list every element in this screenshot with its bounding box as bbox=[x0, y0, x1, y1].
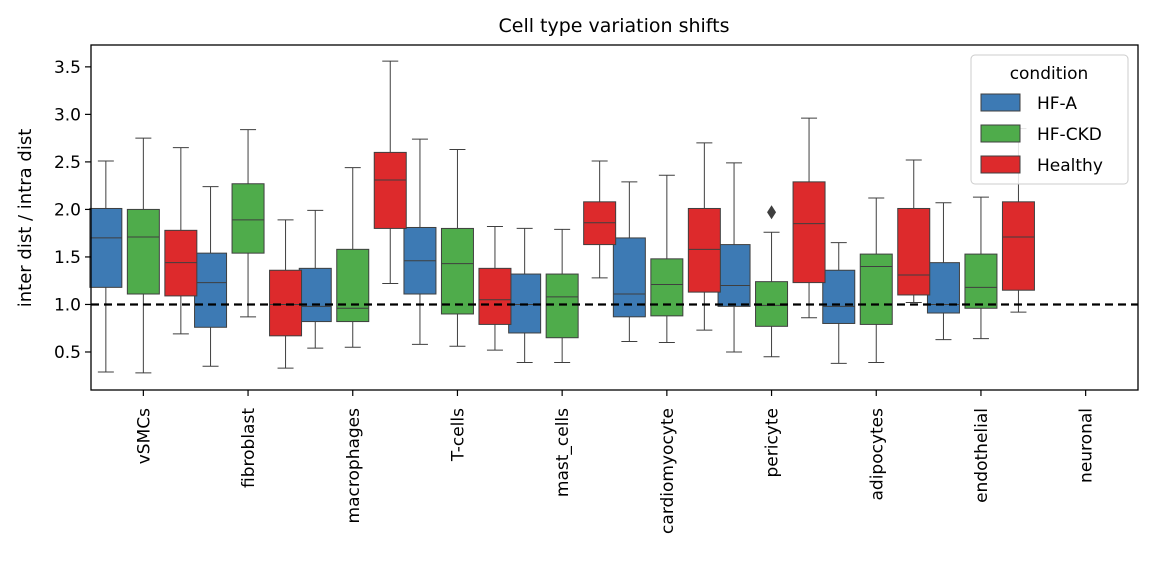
box-body bbox=[336, 248, 370, 323]
box-body bbox=[89, 207, 123, 288]
box-HF-CKD-macrophages bbox=[336, 167, 370, 348]
box-body bbox=[194, 252, 228, 328]
box-HF-CKD-vSMCs bbox=[126, 137, 160, 374]
box-HF-A-macrophages bbox=[298, 209, 332, 349]
box-HF-CKD-adipocytes bbox=[859, 197, 893, 363]
y-tick-label: 2.0 bbox=[54, 200, 81, 220]
box-Healthy-adipocytes bbox=[897, 159, 931, 304]
box-body bbox=[440, 227, 474, 315]
box-HF-A-mast_cells bbox=[508, 227, 542, 363]
box-HF-CKD-T-cells bbox=[440, 149, 474, 347]
box-body bbox=[373, 151, 407, 229]
legend-swatch bbox=[980, 155, 1021, 174]
box-body bbox=[478, 267, 512, 325]
box-Healthy-mast_cells bbox=[583, 160, 617, 279]
box-body bbox=[687, 207, 721, 293]
legend-title: condition bbox=[1010, 64, 1089, 84]
box-HF-A-adipocytes bbox=[822, 242, 856, 364]
y-tick-label: 2.5 bbox=[54, 153, 81, 173]
box-HF-CKD-fibroblast bbox=[231, 129, 265, 318]
box-Healthy-macrophages bbox=[373, 60, 407, 285]
box-HF-CKD-pericyte bbox=[755, 205, 789, 358]
chart-title: Cell type variation shifts bbox=[498, 15, 729, 37]
box-body bbox=[859, 253, 893, 325]
legend-label: Healthy bbox=[1037, 156, 1103, 176]
box-body bbox=[545, 273, 579, 339]
box-Healthy-cardiomyocyte bbox=[687, 142, 721, 331]
box-HF-A-T-cells bbox=[403, 138, 437, 345]
box-body bbox=[792, 181, 826, 284]
box-body bbox=[650, 258, 684, 317]
legend-label: HF-A bbox=[1037, 94, 1077, 114]
box-body bbox=[231, 183, 265, 254]
box-body bbox=[717, 244, 751, 307]
box-HF-A-cardiomyocyte bbox=[612, 181, 646, 343]
box-HF-A-vSMCs bbox=[89, 160, 123, 373]
legend-swatch bbox=[980, 93, 1021, 112]
plot-frame bbox=[90, 44, 1139, 391]
y-tick-label: 3.0 bbox=[54, 105, 81, 125]
y-axis: 0.5 1.0 1.5 2.0 2.5 3.0 3.5 bbox=[54, 58, 91, 363]
x-tick-label: macrophages bbox=[344, 408, 364, 524]
box-body bbox=[126, 208, 160, 295]
y-tick-label: 3.5 bbox=[54, 58, 81, 78]
box-HF-CKD-endothelial bbox=[964, 196, 998, 340]
x-tick-label: fibroblast bbox=[239, 408, 259, 488]
x-tick-label: T-cells bbox=[448, 408, 468, 462]
outlier-marker bbox=[767, 205, 777, 220]
box-body bbox=[964, 253, 998, 309]
box-HF-A-pericyte bbox=[717, 162, 751, 353]
x-tick-label: mast_cells bbox=[553, 408, 573, 497]
x-axis: vSMCs fibroblast macrophages T-cells mast_ce… bbox=[134, 390, 1097, 534]
x-tick-label: endothelial bbox=[972, 408, 992, 503]
box-HF-A-endothelial bbox=[926, 202, 960, 341]
box-body bbox=[822, 269, 856, 324]
legend-swatch bbox=[980, 124, 1021, 143]
box-body bbox=[298, 267, 332, 323]
box-Healthy-vSMCs bbox=[164, 147, 198, 335]
box-Healthy-T-cells bbox=[478, 226, 512, 351]
x-tick-label: cardiomyocyte bbox=[658, 408, 678, 534]
y-tick-label: 0.5 bbox=[54, 343, 81, 363]
box-body bbox=[269, 269, 303, 337]
box-Healthy-pericyte bbox=[792, 117, 826, 319]
box-body bbox=[897, 207, 931, 296]
x-tick-label: neuronal bbox=[1077, 408, 1097, 483]
y-axis-label: inter dist / intra dist bbox=[15, 129, 36, 308]
box-Healthy-endothelial bbox=[1001, 128, 1035, 313]
x-tick-label: adipocytes bbox=[867, 408, 887, 501]
boxes-layer bbox=[89, 60, 1035, 374]
y-tick-label: 1.0 bbox=[54, 295, 81, 315]
y-tick-label: 1.5 bbox=[54, 248, 81, 268]
x-tick-label: pericyte bbox=[763, 408, 783, 478]
legend[interactable]: condition HF-A HF-CKD Healthy bbox=[970, 54, 1129, 185]
legend-label: HF-CKD bbox=[1037, 125, 1102, 145]
box-Healthy-fibroblast bbox=[269, 219, 303, 369]
box-HF-CKD-mast_cells bbox=[545, 228, 579, 363]
box-HF-A-fibroblast bbox=[194, 186, 228, 367]
box-HF-CKD-cardiomyocyte bbox=[650, 174, 684, 343]
x-tick-label: vSMCs bbox=[134, 408, 154, 464]
box-body bbox=[1001, 201, 1035, 291]
legend-frame bbox=[970, 54, 1129, 185]
